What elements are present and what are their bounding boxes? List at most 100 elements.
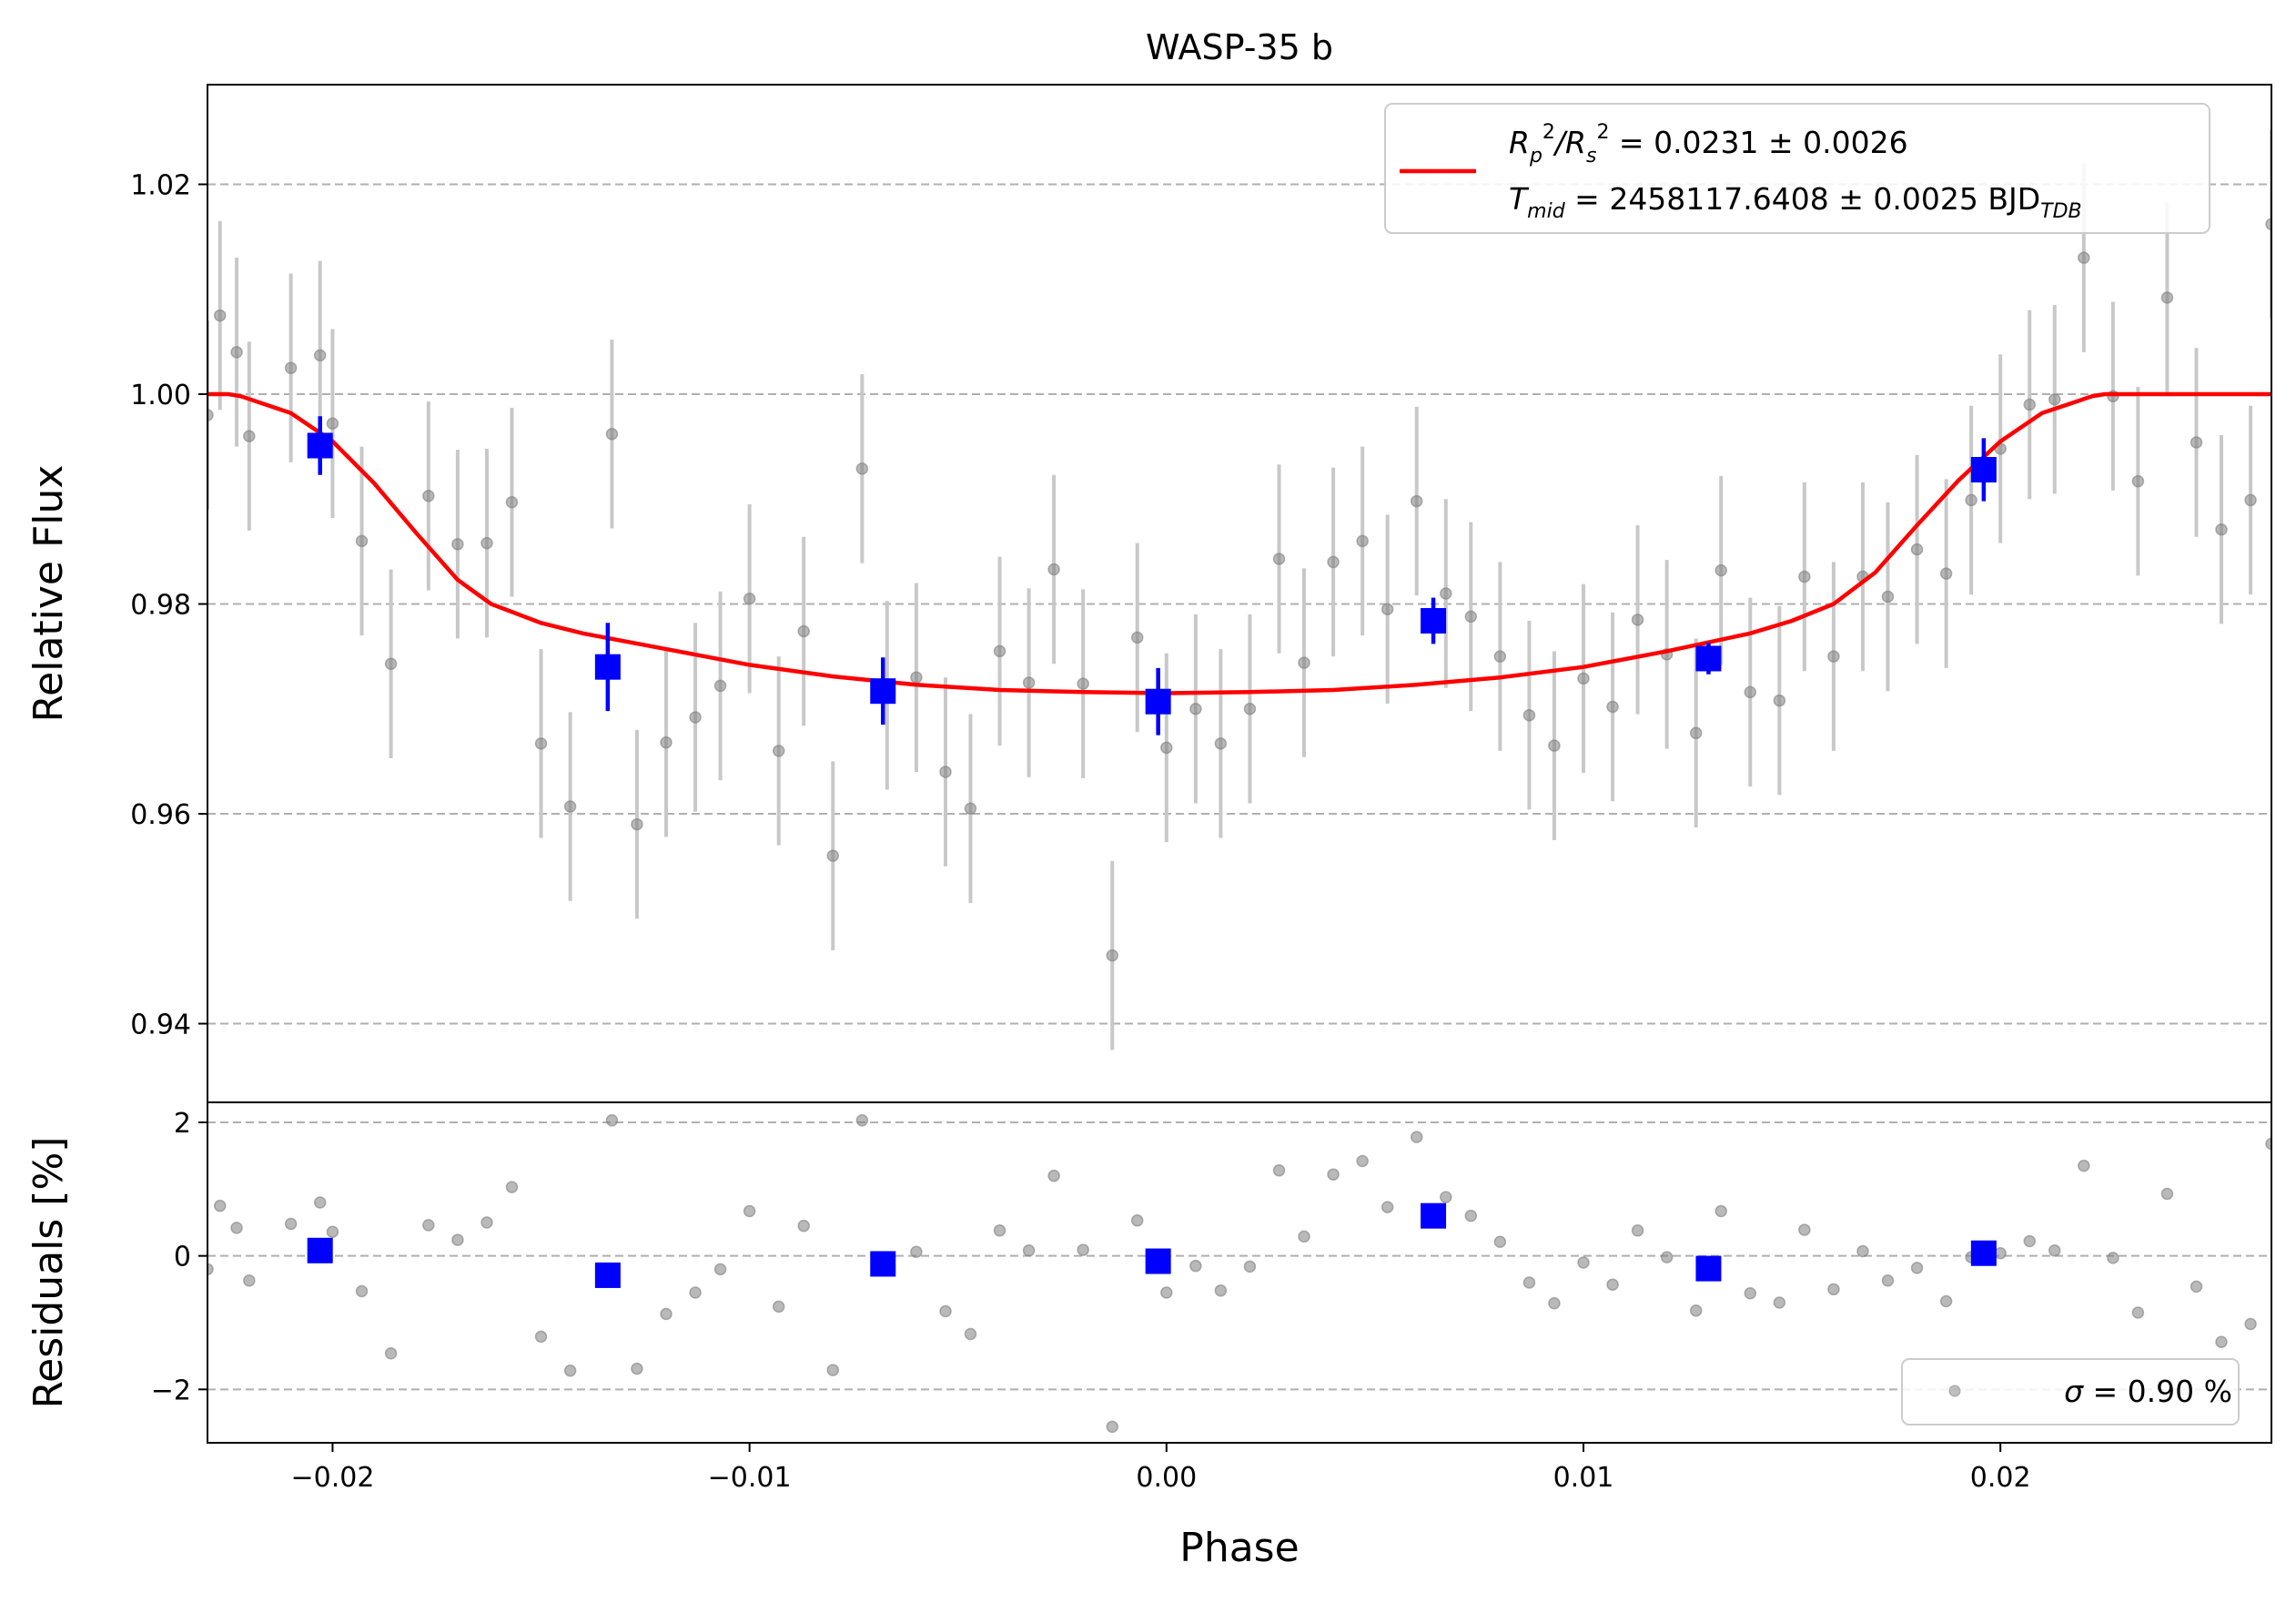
residual-point <box>1410 1131 1423 1143</box>
data-point <box>2190 436 2203 449</box>
top-y-axis-ticks: 0.94 0.96 0.98 1.00 1.02 <box>130 169 207 1041</box>
data-point <box>2160 291 2174 304</box>
residual-point <box>2160 1187 2174 1201</box>
data-point <box>355 534 369 548</box>
data-point <box>1214 737 1228 750</box>
residual-point <box>660 1307 673 1321</box>
residual-point <box>910 1245 923 1259</box>
data-point <box>1327 555 1340 569</box>
data-point <box>2265 218 2271 231</box>
residual-point <box>2265 1137 2271 1151</box>
residual-point <box>1577 1256 1590 1269</box>
data-point <box>2048 393 2061 406</box>
data-point <box>1773 694 1786 707</box>
residual-point <box>1548 1296 1561 1310</box>
data-point <box>2078 251 2090 264</box>
data-point <box>743 593 756 605</box>
residual-point <box>451 1233 464 1246</box>
transit-model-line <box>207 391 2271 695</box>
residual-point <box>1381 1201 1394 1213</box>
data-point <box>1965 493 1977 507</box>
residual-point <box>1077 1243 1089 1256</box>
data-point <box>243 430 256 442</box>
data-point <box>1577 672 1590 685</box>
residual-point <box>422 1219 435 1232</box>
binned-residual-points <box>307 1202 1997 1288</box>
binned-residual-point <box>1145 1248 1171 1274</box>
data-points <box>207 218 2271 962</box>
data-point <box>1548 739 1561 752</box>
residual-point <box>2190 1280 2203 1294</box>
binned-point <box>1695 645 1722 672</box>
residual-point <box>2078 1159 2090 1172</box>
data-point <box>910 671 923 684</box>
binned-residual-point <box>1421 1202 1447 1229</box>
data-point <box>1243 703 1257 715</box>
residual-point <box>2215 1335 2228 1349</box>
data-point <box>563 800 577 813</box>
data-point <box>1464 610 1478 624</box>
data-point <box>1631 614 1644 626</box>
top-legend: Rp2/Rs2 = 0.0231 ± 0.0026 Tmid = 2458117… <box>1384 103 2210 234</box>
residual-point <box>1356 1154 1369 1168</box>
residual-point <box>939 1304 952 1318</box>
data-point <box>2131 474 2145 488</box>
residual-point <box>1714 1204 1727 1218</box>
data-point <box>2023 398 2037 411</box>
data-point <box>1298 656 1310 669</box>
x-axis-ticks: −0.02 −0.01 0.00 0.01 0.02 <box>290 1443 2031 1494</box>
residual-point <box>213 1199 227 1212</box>
binned-residual-point <box>1695 1255 1722 1282</box>
top-y-tick-label: 1.02 <box>130 169 191 201</box>
data-error-bars <box>207 129 2271 1050</box>
residual-point <box>480 1216 493 1229</box>
data-point <box>1022 676 1036 689</box>
data-point <box>939 766 952 778</box>
data-point <box>451 538 464 551</box>
residual-point <box>1130 1214 1144 1227</box>
binned-point <box>870 678 896 705</box>
residual-point <box>1243 1260 1257 1273</box>
legend-sigma: σ = 0.90 % <box>2064 1374 2232 1409</box>
data-point <box>1827 650 1840 663</box>
data-point <box>1130 631 1144 644</box>
data-point <box>1881 590 1895 604</box>
residual-point <box>1798 1223 1811 1236</box>
residual-point <box>1327 1168 1340 1181</box>
residual-point <box>284 1217 298 1231</box>
data-point <box>993 644 1006 658</box>
top-y-axis-label: Relative Flux <box>25 465 72 723</box>
top-y-tick-label: 0.96 <box>130 799 191 831</box>
data-point <box>2244 493 2257 507</box>
top-legend-box <box>1384 103 2210 234</box>
bottom-y-tick-label: 0 <box>174 1242 191 1273</box>
bottom-panel-gridlines <box>207 1121 2271 1391</box>
x-axis-label: Phase <box>1179 1525 1299 1571</box>
residual-point <box>1106 1420 1119 1434</box>
data-point <box>631 817 643 831</box>
residual-point <box>563 1365 577 1377</box>
residual-point <box>2131 1306 2145 1319</box>
data-point <box>797 624 810 638</box>
data-point <box>326 417 339 431</box>
residual-point <box>1827 1283 1840 1296</box>
x-tick-label: −0.01 <box>708 1462 792 1494</box>
data-point <box>207 409 214 421</box>
residual-point <box>964 1327 977 1341</box>
data-point <box>1440 587 1452 600</box>
residual-point <box>826 1364 840 1376</box>
residual-point <box>1910 1262 1924 1274</box>
bottom-y-axis-ticks: −2 0 2 <box>151 1108 207 1406</box>
data-point <box>1356 534 1369 548</box>
top-panel-gridlines <box>207 183 2271 1025</box>
top-y-tick-label: 0.98 <box>130 590 191 622</box>
residual-point <box>1047 1169 1060 1182</box>
binned-residual-point <box>594 1262 621 1288</box>
data-point <box>384 657 398 670</box>
data-point <box>230 346 243 359</box>
residual-point <box>313 1196 327 1209</box>
data-point <box>1744 685 1757 699</box>
residual-point <box>207 1263 214 1276</box>
data-point <box>1714 563 1727 577</box>
